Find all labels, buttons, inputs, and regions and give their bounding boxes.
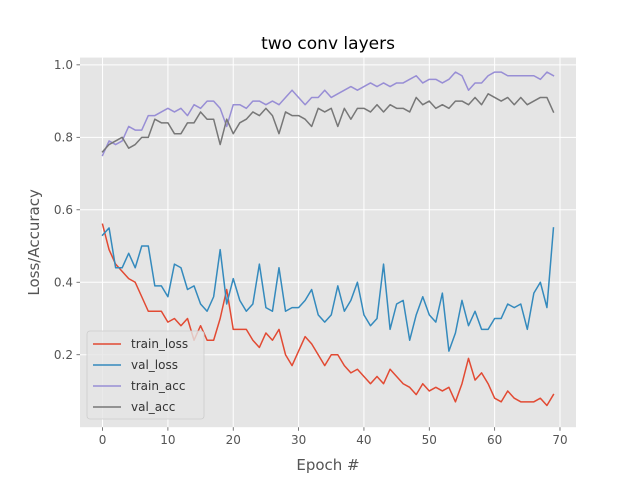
y-axis-ticks: 0.2 0.4 0.6 0.8 1.0 — [54, 58, 80, 362]
x-tick-label: 20 — [226, 433, 241, 447]
legend-box — [86, 330, 205, 420]
series-line-val-acc — [101, 93, 555, 153]
series-line-train-acc — [101, 71, 555, 157]
chart-title: two conv layers — [261, 34, 395, 54]
legend-label-val-loss: val_loss — [131, 358, 178, 372]
x-tick-label: 60 — [487, 433, 502, 447]
legend: train_loss val_loss train_acc val_acc — [86, 330, 205, 420]
y-tick-label: 0.2 — [54, 348, 73, 362]
x-tick-label: 50 — [422, 433, 437, 447]
series-line-val-loss — [101, 227, 555, 352]
legend-label-train-loss: train_loss — [131, 337, 188, 351]
legend-label-val-acc: val_acc — [131, 400, 175, 414]
x-axis-label: Epoch # — [296, 456, 359, 474]
x-tick-label: 70 — [552, 433, 567, 447]
y-tick-label: 1.0 — [54, 58, 73, 72]
x-axis-ticks: 0 10 20 30 40 50 60 70 — [99, 427, 568, 447]
y-tick-label: 0.8 — [54, 131, 73, 145]
legend-label-train-acc: train_acc — [131, 379, 185, 393]
x-tick-label: 30 — [291, 433, 306, 447]
series-lines — [101, 71, 555, 407]
series-line-train-loss — [101, 223, 555, 407]
y-axis-label: Loss/Accuracy — [25, 189, 43, 296]
y-tick-label: 0.4 — [54, 276, 73, 290]
x-tick-label: 10 — [160, 433, 175, 447]
x-tick-label: 40 — [356, 433, 371, 447]
x-tick-label: 0 — [99, 433, 107, 447]
y-tick-label: 0.6 — [54, 203, 73, 217]
